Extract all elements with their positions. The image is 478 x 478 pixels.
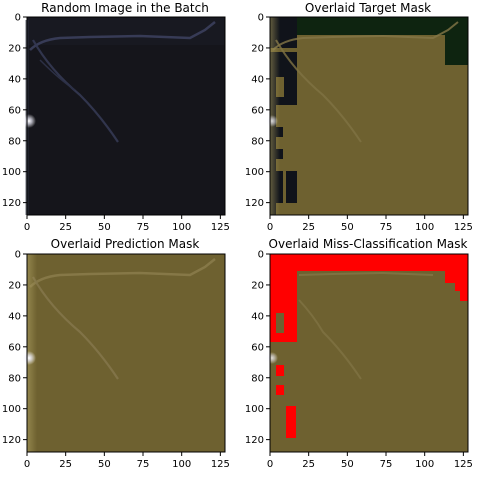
image-area <box>266 254 468 452</box>
image-area <box>266 17 468 215</box>
y-tick-label: 80 <box>251 136 264 147</box>
axes: 0 25 50 75 100 125 0 20 40 60 80 100 120 <box>2 13 230 234</box>
y-tick-label: 40 <box>8 311 21 322</box>
x-tick-label: 50 <box>98 222 111 233</box>
axes: 0 25 50 75 100 125 0 20 40 60 80 100 120 <box>245 13 473 234</box>
y-tick-label: 60 <box>8 105 21 116</box>
x-tick-label: 75 <box>137 459 150 470</box>
x-tick-label: 100 <box>415 459 434 470</box>
y-tick-label: 100 <box>245 404 264 415</box>
y-tick-label: 80 <box>8 136 21 147</box>
panel-title: Overlaid Target Mask <box>305 1 431 15</box>
x-tick-label: 25 <box>59 459 72 470</box>
x-tick-label: 125 <box>454 222 473 233</box>
x-tick-label: 75 <box>137 222 150 233</box>
y-tick-label: 60 <box>8 342 21 353</box>
x-tick-label: 25 <box>59 222 72 233</box>
x-tick-label: 0 <box>267 459 273 470</box>
x-tick-label: 0 <box>267 222 273 233</box>
x-tick-label: 50 <box>341 222 354 233</box>
x-tick-label: 50 <box>341 459 354 470</box>
x-tick-label: 50 <box>98 459 111 470</box>
y-tick-label: 40 <box>251 311 264 322</box>
x-tick-label: 75 <box>380 459 393 470</box>
panel-title: Overlaid Prediction Mask <box>51 237 200 251</box>
y-tick-label: 60 <box>251 342 264 353</box>
panel-title: Overlaid Miss-Classification Mask <box>269 237 468 251</box>
y-tick-label: 120 <box>2 198 21 209</box>
y-tick-label: 20 <box>8 280 21 291</box>
y-tick-label: 100 <box>2 404 21 415</box>
panel-title: Random Image in the Batch <box>41 1 209 15</box>
y-tick-label: 80 <box>8 373 21 384</box>
x-tick-label: 0 <box>24 222 30 233</box>
x-tick-label: 25 <box>302 222 315 233</box>
y-tick-label: 0 <box>15 13 21 24</box>
x-tick-label: 100 <box>172 222 191 233</box>
x-tick-label: 125 <box>454 459 473 470</box>
panel-random-image: Random Image in the Batch 0 25 50 75 100 1250… <box>2 1 230 233</box>
x-tick-label: 125 <box>211 459 230 470</box>
x-tick-label: 75 <box>380 222 393 233</box>
image-area <box>22 17 225 215</box>
panel-miss-classification-mask: Overlaid Miss-Classification Mask 0 25 50 7… <box>245 237 473 470</box>
y-tick-label: 20 <box>251 280 264 291</box>
y-tick-label: 40 <box>8 74 21 85</box>
y-tick-label: 20 <box>8 43 21 54</box>
x-tick-label: 125 <box>211 222 230 233</box>
y-tick-label: 0 <box>258 13 264 24</box>
y-tick-label: 40 <box>251 74 264 85</box>
x-tick-label: 100 <box>415 222 434 233</box>
y-tick-label: 80 <box>251 373 264 384</box>
axes: 0 25 50 75 100 125 0 20 40 60 80 100 120 <box>2 250 230 471</box>
x-tick-label: 100 <box>172 459 191 470</box>
y-tick-label: 0 <box>15 250 21 261</box>
y-tick-label: 20 <box>251 43 264 54</box>
y-tick-label: 0 <box>258 250 264 261</box>
x-tick-label: 25 <box>302 459 315 470</box>
panel-target-mask: Overlaid Target Mask 0 25 50 75 100 125 <box>245 1 473 233</box>
y-tick-label: 100 <box>2 167 21 178</box>
y-tick-label: 100 <box>245 167 264 178</box>
x-tick-label: 0 <box>24 459 30 470</box>
y-tick-label: 120 <box>245 198 264 209</box>
axes: 0 25 50 75 100 125 0 20 40 60 80 100 120 <box>245 250 473 471</box>
panel-prediction-mask: Overlaid Prediction Mask 0 25 50 75 100 125 0 2… <box>2 237 230 470</box>
image-area <box>22 254 225 452</box>
y-tick-label: 120 <box>2 435 21 446</box>
y-tick-label: 60 <box>251 105 264 116</box>
y-tick-label: 120 <box>245 435 264 446</box>
